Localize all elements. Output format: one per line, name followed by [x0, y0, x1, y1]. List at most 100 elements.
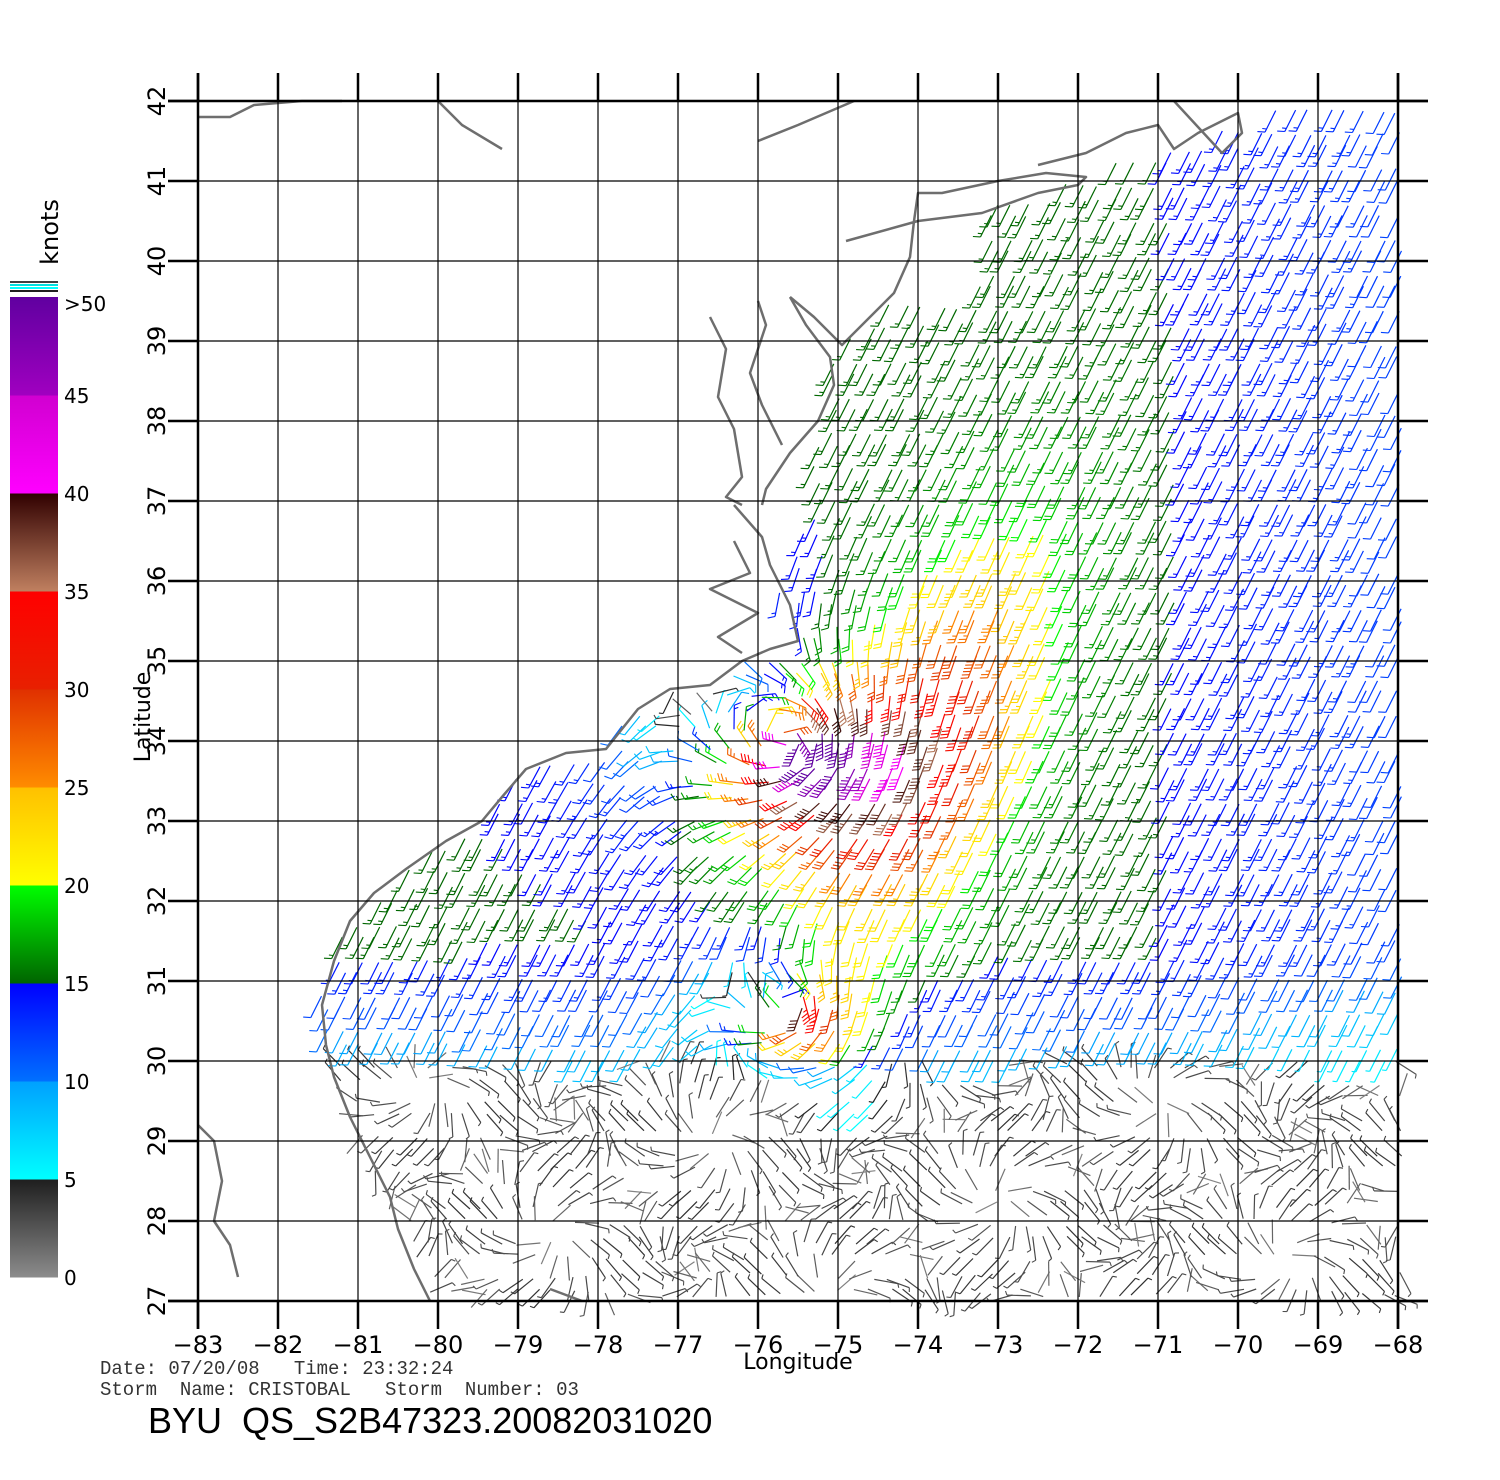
wind-barb [1255, 1115, 1272, 1139]
barb-shaft [1017, 992, 1030, 1015]
barb-shaft [552, 1169, 570, 1188]
barb-feather [461, 1049, 470, 1052]
barb-feather [543, 926, 549, 929]
barb-feather [1382, 1260, 1388, 1264]
wind-barb [1113, 997, 1133, 1020]
barb-shaft [718, 927, 731, 950]
wind-barb [1004, 1290, 1031, 1297]
barb-feather [658, 958, 666, 961]
barb-feather [1032, 1061, 1036, 1066]
barb-shaft [1119, 1149, 1139, 1166]
barb-feather [897, 1283, 900, 1288]
wind-barb [961, 1095, 986, 1109]
wind-barb [886, 1278, 910, 1292]
wind-barb [1063, 1270, 1086, 1284]
wind-barb [1162, 1199, 1189, 1209]
wind-barb [1260, 1233, 1275, 1255]
barb-feather [1190, 907, 1199, 909]
barb-shaft [1217, 1275, 1242, 1280]
barb-feather [1352, 1245, 1355, 1250]
wind-barb [722, 972, 733, 997]
barb-feather [661, 1276, 665, 1281]
barb-shaft [796, 1204, 821, 1209]
barb-shaft [1226, 1225, 1243, 1245]
barb-shaft [1184, 1055, 1206, 1069]
wind-barb [785, 1206, 809, 1214]
wind-barb [398, 961, 418, 984]
barb-feather [378, 910, 387, 913]
wind-barb [688, 1008, 715, 1018]
barb-shaft [475, 942, 488, 965]
barb-shaft [484, 1065, 507, 1078]
barb-shaft [428, 1103, 436, 1127]
barb-feather [689, 992, 698, 995]
barb-feather [1274, 1101, 1279, 1104]
barb-shaft [567, 1256, 570, 1281]
barb-shaft [729, 1079, 742, 1101]
barb-feather [776, 1062, 781, 1071]
barb-shaft [961, 907, 974, 930]
wind-barb [342, 997, 362, 1020]
barb-shaft [1121, 1007, 1134, 1030]
barb-shaft [847, 942, 855, 966]
barb-feather [602, 1277, 606, 1282]
barb-feather [699, 1043, 705, 1051]
wind-barb [1101, 936, 1121, 960]
barb-feather [1115, 888, 1124, 891]
barb-feather [1271, 939, 1280, 942]
wind-barb [537, 1153, 559, 1172]
wind-barb [846, 1114, 869, 1132]
barb-shaft [885, 1134, 910, 1140]
barb-shaft [577, 851, 591, 874]
wind-barb [1079, 901, 1098, 924]
wind-barb [1311, 919, 1331, 943]
barb-shaft [725, 972, 733, 996]
wind-barb [1117, 1087, 1138, 1103]
barb-feather [1050, 943, 1056, 946]
wind-barb [919, 1255, 929, 1279]
barb-feather [446, 859, 455, 861]
wind-barb [720, 855, 747, 872]
barb-shaft [349, 997, 362, 1020]
wind-barb [1310, 885, 1330, 908]
wind-barb [658, 938, 678, 961]
barb-shaft [811, 940, 816, 965]
barb-shaft [762, 1171, 777, 1193]
wind-barb [871, 1047, 891, 1070]
barb-shaft [838, 1173, 862, 1184]
barb-feather [1348, 1143, 1352, 1149]
barb-feather [472, 1285, 477, 1290]
barb-shaft [792, 1232, 799, 1257]
barb-feather [723, 1026, 726, 1031]
wind-barb [601, 1025, 622, 1048]
barb-feather [1070, 874, 1076, 876]
barb-feather [498, 964, 507, 967]
barb-feather [919, 1304, 922, 1309]
barb-feather [514, 939, 523, 942]
barb-shaft [493, 839, 506, 862]
wind-barb [1131, 961, 1151, 984]
wind-barb [952, 1223, 979, 1234]
barb-shaft [557, 1024, 570, 1047]
barb-shaft [1159, 888, 1172, 911]
barb-shaft [1296, 989, 1309, 1012]
wind-barb [429, 1073, 453, 1079]
barb-shaft [983, 978, 996, 1001]
barb-shaft [1006, 1294, 1031, 1297]
barb-feather [1079, 922, 1087, 924]
barb-shaft [1267, 979, 1280, 1002]
barb-shaft [1144, 937, 1157, 960]
wind-barb [572, 835, 594, 857]
barb-shaft [1033, 994, 1046, 1017]
wind-barb [648, 1164, 675, 1170]
barb-feather [1253, 1152, 1257, 1158]
barb-feather [688, 1236, 694, 1241]
barb-shaft [1292, 1254, 1317, 1257]
wind-barb [1321, 1109, 1346, 1122]
barb-shaft [368, 926, 381, 949]
barb-feather [657, 1216, 662, 1220]
barb-feather [1165, 1254, 1170, 1257]
barb-shaft [1050, 1144, 1073, 1157]
barb-feather [759, 1043, 766, 1050]
barb-feather [711, 906, 717, 910]
